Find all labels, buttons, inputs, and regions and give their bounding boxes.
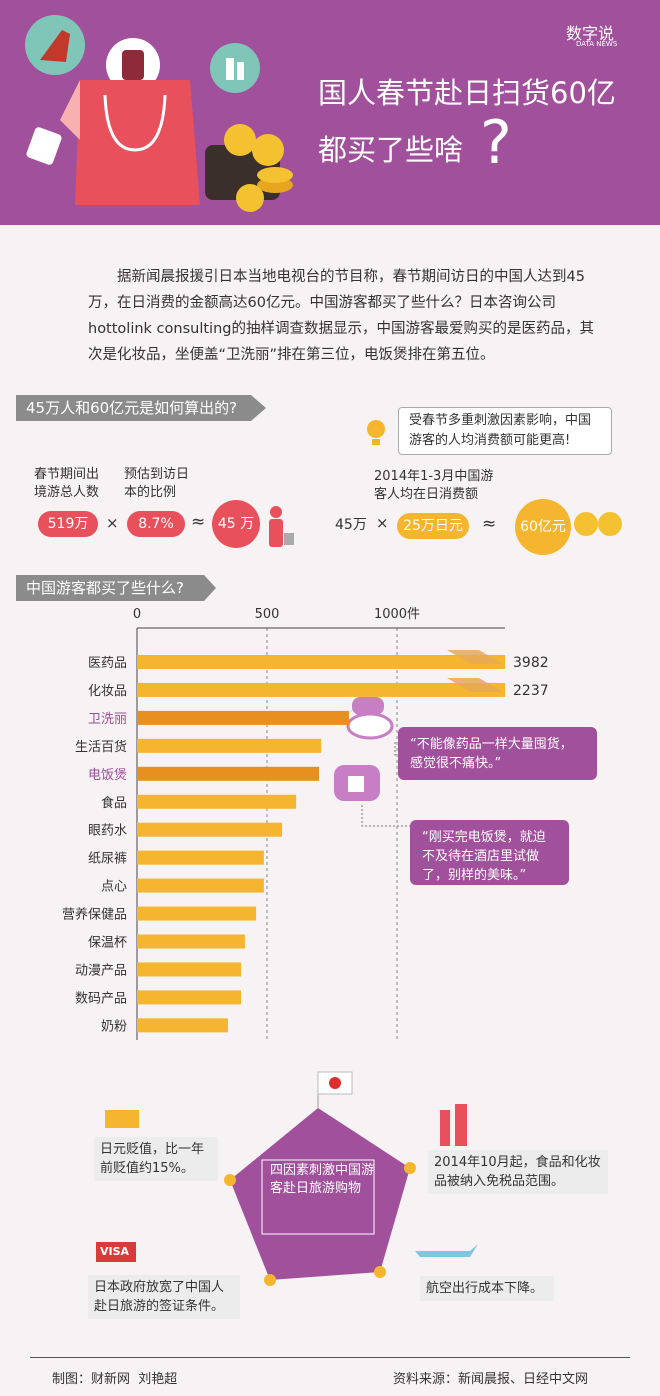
bar: [137, 878, 264, 893]
y-tick-label: 化妆品: [88, 684, 127, 699]
footer-rule: [30, 1357, 630, 1358]
credit: 制图：财新网 刘艳超: [52, 1372, 178, 1387]
intro: 据新闻晨报援引日本当地电视台的节目称，春节期间访日的中国人达到45万，在日消费的…: [88, 269, 594, 363]
quote: “刚买完电饭煲，就迫不及待在酒店里试做了，别样的美味。”: [410, 820, 569, 885]
header-illustration: [25, 15, 293, 212]
result: 60亿元: [515, 499, 571, 555]
y-tick-label: 奶粉: [101, 1019, 127, 1034]
y-tick-label: 数码产品: [75, 991, 127, 1006]
section-heading: 45万人和60亿元是如何算出的?: [16, 395, 266, 421]
bulb-icon: [367, 420, 385, 445]
value-pill: 519万: [38, 511, 98, 537]
logo-sub: DATA NEWS: [576, 40, 618, 48]
bar: [137, 710, 349, 725]
diagram-center: 四因素刺激中国游客赴日旅游购物: [270, 1163, 375, 1196]
bar: [137, 906, 257, 921]
callout: 受春节多重刺激因素影响，中国游客的人均消费额可能更高!: [398, 407, 612, 455]
x-tick-label: 500: [255, 607, 280, 622]
bar: [137, 738, 322, 753]
person-icon: [269, 506, 294, 547]
bar: [137, 822, 283, 837]
label: 春节期间出境游总人数: [34, 467, 100, 500]
y-tick-label: 纸尿裤: [88, 852, 127, 867]
factor: 日元贬值，比一年前贬值约15%。: [94, 1137, 218, 1181]
y-tick-label: 点心: [101, 880, 127, 895]
y-tick-label: 卫洗丽: [88, 712, 127, 727]
result: 45 万: [212, 500, 260, 548]
bar: [137, 766, 319, 781]
title: 国人春节赴日扫货60亿: [318, 76, 616, 110]
operator: ×: [106, 514, 119, 532]
y-tick-label: 动漫产品: [75, 963, 127, 978]
coins-icon: [574, 512, 622, 536]
value-pill: 25万日元: [397, 513, 469, 539]
visa-label: VISA: [100, 1245, 130, 1258]
y-tick-label: 生活百货: [75, 739, 127, 755]
quote: “不能像药品一样大量囤货，感觉很不痛快。”: [398, 727, 597, 780]
factor: 日本政府放宽了中国人赴日旅游的签证条件。: [88, 1275, 240, 1319]
label: 2014年1-3月中国游客人均在日消费额: [374, 469, 494, 502]
bar: [137, 962, 241, 977]
logo: 数字说: [566, 24, 615, 43]
section-heading: 中国游客都买了些什么?: [16, 575, 216, 601]
y-tick-label: 医药品: [88, 656, 127, 671]
value-label: 2237: [513, 683, 549, 699]
operator: ×: [376, 514, 389, 532]
axis-break: [447, 650, 503, 664]
bar: [137, 990, 241, 1005]
x-tick-label: 0: [133, 607, 141, 622]
operator: ≈: [191, 512, 206, 532]
label: 预估到访日本的比例: [124, 467, 190, 500]
source: 资料来源：新闻晨报、日经中文网: [393, 1372, 589, 1387]
y-tick-label: 营养保健品: [62, 907, 127, 923]
y-tick-label: 食品: [101, 795, 127, 811]
bar: [137, 794, 297, 809]
rice-cooker-icon: [334, 765, 380, 801]
value-pill: 8.7%: [127, 511, 185, 537]
bar: [137, 1018, 228, 1033]
toilet-icon: [346, 697, 394, 740]
value: 45万: [335, 517, 367, 533]
title: 都买了些啥: [318, 133, 464, 167]
bar: [137, 682, 505, 697]
factors-diagram: [96, 1071, 478, 1286]
axis-break: [447, 677, 503, 692]
bar: [137, 934, 245, 949]
y-tick-label: 保温杯: [88, 936, 127, 951]
factor: 航空出行成本下降。: [420, 1276, 554, 1301]
y-tick-label: 眼药水: [88, 824, 127, 839]
factor: 2014年10月起，食品和化妆品被纳入免税品范围。: [428, 1150, 608, 1194]
bar: [137, 850, 264, 865]
y-tick-label: 电饭煲: [88, 767, 127, 783]
question-mark: ?: [480, 108, 512, 178]
bar: [137, 655, 505, 669]
value-label: 3982: [513, 655, 549, 671]
operator: ≈: [482, 514, 497, 534]
bars: [137, 655, 505, 1033]
x-tick-label: 1000件: [374, 607, 420, 622]
